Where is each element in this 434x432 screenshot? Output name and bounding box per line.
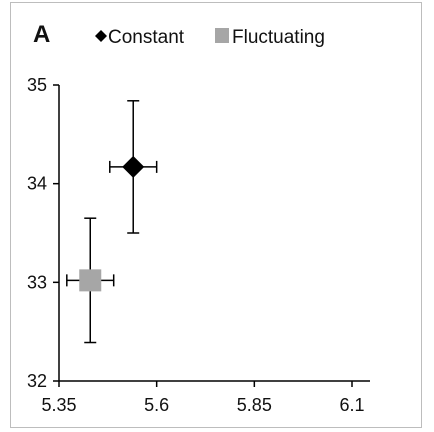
y-tick-label: 35 — [27, 75, 47, 95]
x-tick-label: 5.85 — [237, 395, 272, 415]
x-tick-label: 6.1 — [339, 395, 364, 415]
x-tick-label: 5.35 — [41, 395, 76, 415]
x-tick-label: 5.6 — [144, 395, 169, 415]
y-tick-label: 32 — [27, 371, 47, 391]
chart-panel — [10, 2, 422, 428]
data-point-fluctuating — [79, 269, 102, 292]
y-tick-label: 33 — [27, 272, 47, 292]
y-ticks: 32 33 34 35 — [27, 75, 59, 391]
x-ticks: 5.35 5.6 5.85 6.1 — [41, 381, 365, 415]
y-tick-label: 34 — [27, 174, 47, 194]
data-points — [66, 100, 158, 344]
legend-marker-constant — [95, 30, 107, 42]
data-point-constant — [122, 155, 145, 178]
panel-letter: A — [33, 21, 50, 48]
legend: Constant Fluctuating — [95, 27, 325, 48]
legend-label-fluctuating: Fluctuating — [232, 27, 325, 48]
legend-label-constant: Constant — [108, 27, 185, 48]
legend-marker-fluctuating — [215, 28, 229, 43]
